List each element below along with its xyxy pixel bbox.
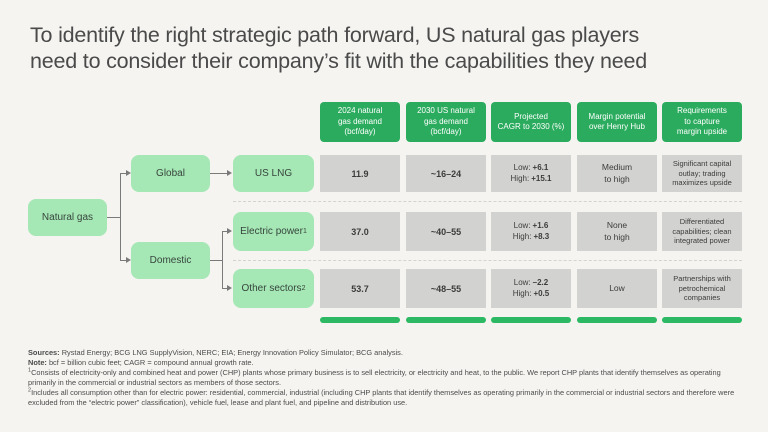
us-lng-2024-demand-cell: 11.9 <box>320 155 400 192</box>
electric-power-2024-demand-cell: 37.0 <box>320 212 400 251</box>
value: 53.7 <box>351 283 369 294</box>
connector-line <box>210 260 222 261</box>
tree-node-label: Global <box>156 168 185 179</box>
value: 37.0 <box>351 226 369 237</box>
connector-line <box>120 173 121 261</box>
arrow-icon <box>227 170 232 176</box>
electric-power-2030-demand-cell: ~40–55 <box>406 212 486 251</box>
value: Significant capital outlay; trading maxi… <box>672 158 732 188</box>
electric-power-margin-cell: None to high <box>577 212 657 251</box>
other-sectors-margin-cell: Low <box>577 269 657 308</box>
cagr-low: Low: +1.6 <box>513 220 549 230</box>
value: 11.9 <box>351 168 369 179</box>
tree-node-label: Domestic <box>149 255 192 266</box>
note-line: Note: bcf = billion cubic feet; CAGR = c… <box>28 358 254 367</box>
column-header-margin-potential: Margin potential over Henry Hub <box>577 102 657 142</box>
tree-node-domestic: Domestic <box>131 242 210 279</box>
value: Partnerships with petrochemical companie… <box>673 273 731 303</box>
tree-node-other-sectors: Other sectors 2 <box>233 269 314 308</box>
electric-power-cagr-cell: Low: +1.6 High: +8.3 <box>491 212 571 251</box>
cagr-high: High: +15.1 <box>510 173 552 183</box>
accent-bar <box>320 317 400 323</box>
connector-line <box>120 260 127 261</box>
footnote-1: 1Consists of electricity-only and combin… <box>28 367 721 387</box>
tree-node-label: Natural gas <box>41 212 94 223</box>
tree-node-global: Global <box>131 155 210 192</box>
connector-line <box>222 231 228 232</box>
accent-bar <box>662 317 742 323</box>
column-header-2030-demand: 2030 US natural gas demand (bcf/day) <box>406 102 486 142</box>
us-lng-requirements-cell: Significant capital outlay; trading maxi… <box>662 155 742 192</box>
footnotes: Sources: Rystad Energy; BCG LNG SupplyVi… <box>28 348 744 408</box>
column-header-cagr: Projected CAGR to 2030 (%) <box>491 102 571 142</box>
value: Medium to high <box>601 162 633 184</box>
accent-bar <box>577 317 657 323</box>
electric-power-requirements-cell: Differentiated capabilities; clean integ… <box>662 212 742 251</box>
tree-node-label: Other sectors <box>241 283 302 294</box>
accent-bar <box>406 317 486 323</box>
arrow-icon <box>227 285 232 291</box>
arrow-icon <box>227 228 232 234</box>
tree-node-label: Electric power <box>240 226 303 237</box>
cagr-high: High: +0.5 <box>512 288 550 298</box>
us-lng-margin-cell: Medium to high <box>577 155 657 192</box>
arrow-icon <box>126 257 131 263</box>
connector-line <box>222 288 228 289</box>
tree-node-natural-gas: Natural gas <box>28 199 107 236</box>
row-divider <box>233 260 742 261</box>
sources-line: Sources: Rystad Energy; BCG LNG SupplyVi… <box>28 348 403 357</box>
other-sectors-2024-demand-cell: 53.7 <box>320 269 400 308</box>
value: ~40–55 <box>430 226 462 237</box>
connector-line <box>222 231 223 289</box>
tree-node-us-lng: US LNG <box>233 155 314 192</box>
column-header-requirements: Requirements to capture margin upside <box>662 102 742 142</box>
arrow-icon <box>126 170 131 176</box>
other-sectors-cagr-cell: Low: –2.2 High: +0.5 <box>491 269 571 308</box>
value: Low <box>609 282 625 293</box>
value: ~16–24 <box>430 168 462 179</box>
footnote-2: 2Includes all consumption other than for… <box>28 387 735 407</box>
tree-node-label: US LNG <box>254 168 293 179</box>
connector-line <box>107 217 121 218</box>
page-title: To identify the right strategic path for… <box>30 23 648 74</box>
accent-bar <box>491 317 571 323</box>
value: ~48–55 <box>430 283 462 294</box>
connector-line <box>210 173 227 174</box>
other-sectors-2030-demand-cell: ~48–55 <box>406 269 486 308</box>
us-lng-cagr-cell: Low: +6.1 High: +15.1 <box>491 155 571 192</box>
cagr-low: Low: +6.1 <box>513 162 549 172</box>
other-sectors-requirements-cell: Partnerships with petrochemical companie… <box>662 269 742 308</box>
row-divider <box>233 201 742 202</box>
connector-line <box>120 173 127 174</box>
cagr-low: Low: –2.2 <box>513 277 549 287</box>
tree-node-electric-power: Electric power 1 <box>233 212 314 251</box>
cagr-high: High: +8.3 <box>512 231 550 241</box>
column-header-2024-demand: 2024 natural gas demand (bcf/day) <box>320 102 400 142</box>
value: Differentiated capabilities; clean integ… <box>672 216 732 246</box>
value: None to high <box>604 220 630 242</box>
us-lng-2030-demand-cell: ~16–24 <box>406 155 486 192</box>
